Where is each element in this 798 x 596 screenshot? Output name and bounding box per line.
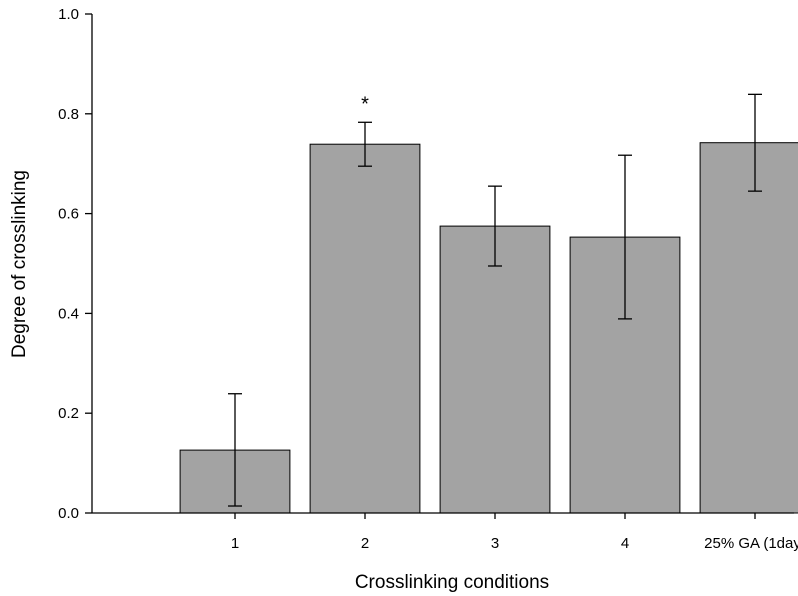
error-bars-layer [228, 93, 762, 507]
bar-5 [699, 142, 798, 514]
x-axis-title: Crosslinking conditions [355, 572, 549, 593]
x-tick-label: 1 [231, 535, 239, 552]
y-tick-label: 1.0 [58, 6, 79, 23]
labels-layer: * 0.0 0.2 0.4 0.6 0.8 1.0 1 2 3 4 25% GA (1day) [58, 6, 798, 552]
x-tick-label: 25% GA (1day) [704, 535, 798, 552]
y-tick-label: 0.6 [58, 206, 79, 223]
axes-layer [85, 13, 794, 519]
x-tick-label: 4 [621, 535, 629, 552]
bars-layer [179, 142, 798, 514]
bar-3 [439, 225, 551, 514]
y-tick-label: 0.8 [58, 106, 79, 123]
y-tick-label: 0.4 [58, 305, 79, 322]
x-tick-label: 3 [491, 535, 499, 552]
y-tick-label: 0.0 [58, 505, 79, 522]
x-tick-label: 2 [361, 535, 369, 552]
y-axis-title: Degree of crosslinking [9, 170, 30, 358]
bar-2 [309, 143, 421, 514]
significance-marker: * [361, 93, 369, 115]
y-tick-label: 0.2 [58, 405, 79, 422]
